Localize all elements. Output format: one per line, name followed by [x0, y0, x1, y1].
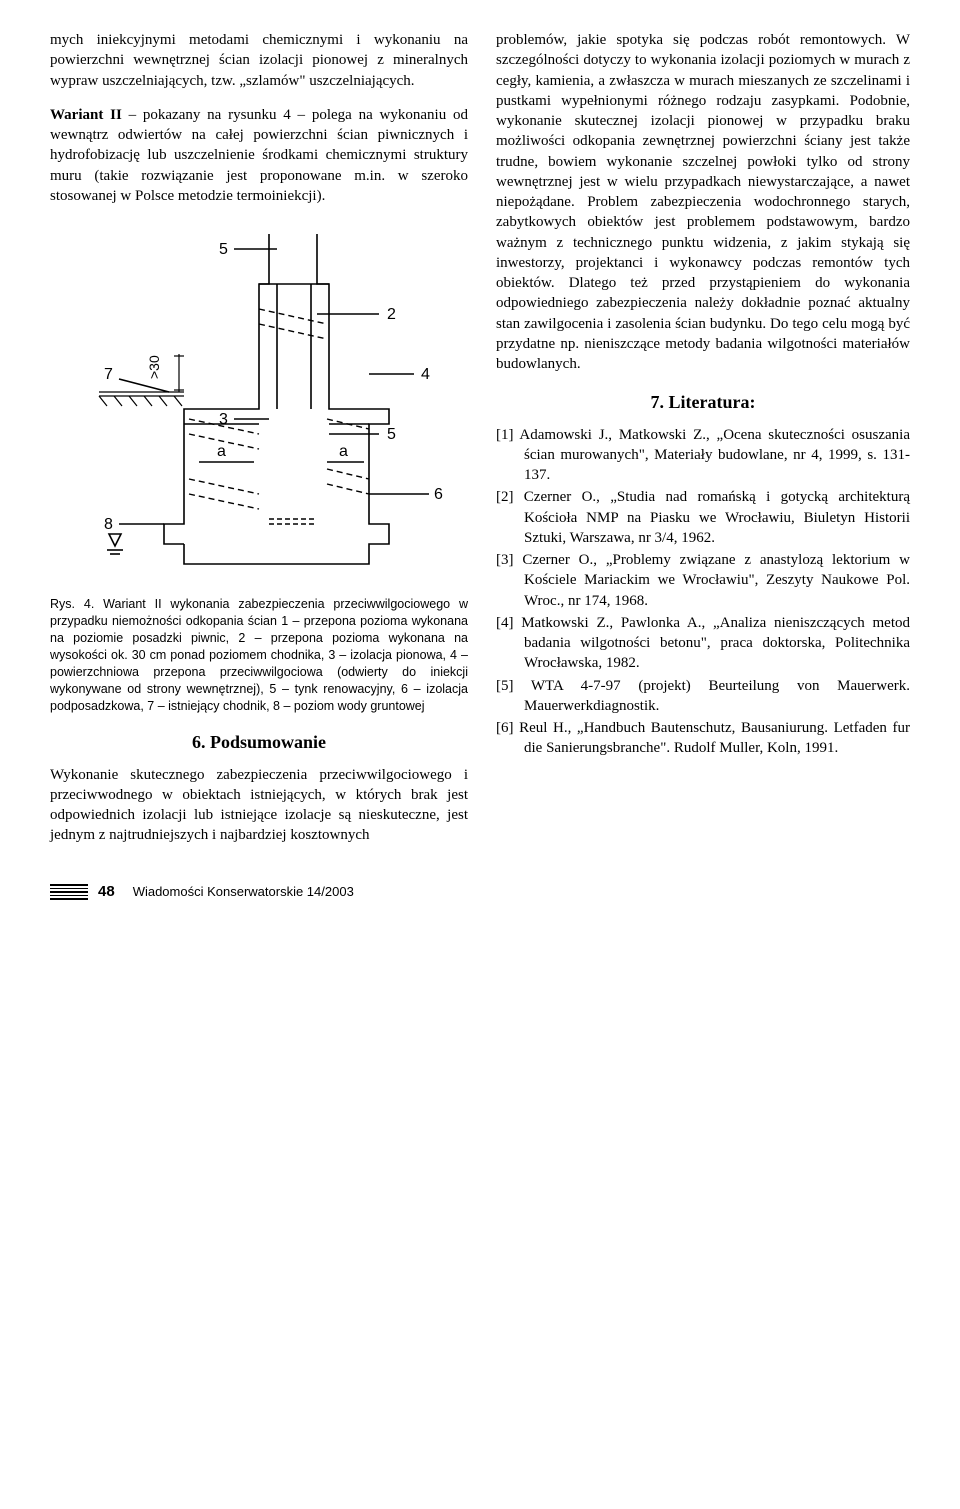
paragraph-2: Wariant II – pokazany na rysunku 4 – pol…	[50, 105, 468, 206]
footer-lines-icon	[50, 884, 88, 900]
svg-text:a: a	[217, 443, 226, 460]
variant-label: Wariant II	[50, 107, 122, 123]
svg-text:7: 7	[104, 366, 113, 383]
paragraph-1: mych iniekcyjnymi metodami chemicznymi i…	[50, 30, 468, 91]
page-number: 48	[98, 882, 115, 902]
svg-text:5: 5	[387, 426, 396, 443]
svg-text:a: a	[339, 443, 348, 460]
svg-text:>30: >30	[146, 355, 162, 379]
figure-4-svg: 5 2 7 4 3 5 6	[59, 224, 459, 584]
svg-text:5: 5	[219, 241, 228, 258]
references-list: [1] Adamowski J., Matkowski Z., „Ocena s…	[496, 425, 910, 759]
left-column: mych iniekcyjnymi metodami chemicznymi i…	[50, 30, 468, 846]
journal-title: Wiadomości Konserwatorskie 14/2003	[133, 883, 354, 901]
svg-text:6: 6	[434, 486, 443, 503]
reference-item: [1] Adamowski J., Matkowski Z., „Ocena s…	[496, 425, 910, 486]
section-6-heading: 6. Podsumowanie	[50, 730, 468, 754]
reference-item: [5] WTA 4-7-97 (projekt) Beurteilung von…	[496, 676, 910, 717]
reference-item: [4] Matkowski Z., Pawlonka A., „Analiza …	[496, 613, 910, 674]
figure-4-caption: Rys. 4. Wariant II wykonania zabezpiecze…	[50, 596, 468, 714]
reference-item: [6] Reul H., „Handbuch Bautenschutz, Bau…	[496, 718, 910, 759]
svg-text:2: 2	[387, 306, 396, 323]
page-footer: 48 Wiadomości Konserwatorskie 14/2003	[50, 882, 910, 902]
reference-item: [2] Czerner O., „Studia nad romańską i g…	[496, 487, 910, 548]
reference-item: [3] Czerner O., „Problemy związane z ana…	[496, 550, 910, 611]
svg-text:8: 8	[104, 516, 113, 533]
section-7-heading: 7. Literatura:	[496, 390, 910, 414]
paragraph-3: Wykonanie skutecznego zabezpieczenia prz…	[50, 765, 468, 846]
paragraph-right-1: problemów, jakie spotyka się podczas rob…	[496, 30, 910, 374]
right-column: problemów, jakie spotyka się podczas rob…	[496, 30, 910, 846]
two-column-layout: mych iniekcyjnymi metodami chemicznymi i…	[50, 30, 910, 846]
svg-text:4: 4	[421, 366, 430, 383]
figure-4: 5 2 7 4 3 5 6	[50, 224, 468, 714]
